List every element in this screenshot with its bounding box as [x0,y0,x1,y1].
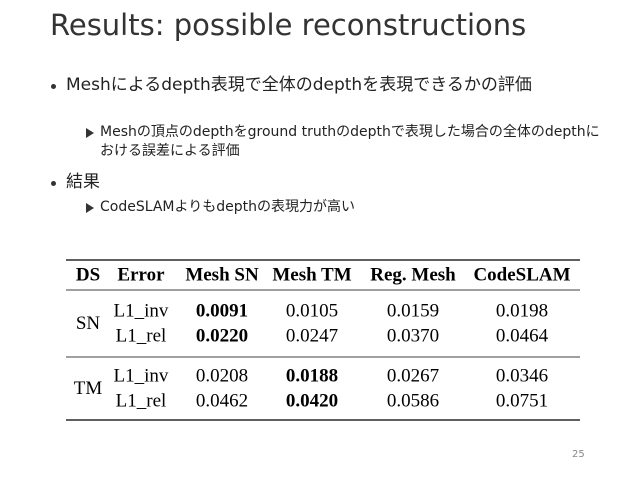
table-cell: 0.0462 [196,390,248,411]
table-cell: 0.0370 [387,325,439,346]
error-label: L1_inv [114,300,169,321]
table-cell: 0.0346 [496,365,548,386]
error-label: L1_rel [116,325,167,346]
table-cell: 0.0091 [196,300,248,321]
bullet-marker [51,84,56,89]
sub-bullet-marker [86,128,94,138]
table-cell: 0.0267 [387,365,439,386]
column-header: Mesh TM [272,264,351,285]
table-cell: 0.0420 [286,390,338,411]
table-cell: 0.0208 [196,365,248,386]
table-cell: 0.0247 [286,325,338,346]
sub-bullet-marker [86,203,94,213]
column-header: DS [76,264,100,285]
table-cell: 0.0586 [387,390,439,411]
table-cell: 0.0159 [387,300,439,321]
row-group-label: TM [74,378,103,399]
slide-title: Results: possible reconstructions [50,8,527,42]
bullet: 結果 [66,172,100,192]
table-cell: 0.0105 [286,300,338,321]
table-cell: 0.0220 [196,325,248,346]
row-group-label: SN [76,313,101,334]
column-header: Mesh SN [185,264,259,285]
error-label: L1_rel [116,390,167,411]
table-cell: 0.0188 [286,365,338,386]
page-number: 25 [572,449,585,460]
error-label: L1_inv [114,365,169,386]
table-cell: 0.0198 [496,300,548,321]
table-cell: 0.0464 [496,325,549,346]
column-header: Error [117,264,165,285]
column-header: CodeSLAM [473,264,570,285]
column-header: Reg. Mesh [370,264,456,285]
sub-bullet: Meshの頂点のdepthをground truthのdepthで表現した場合の… [100,124,600,159]
bullet-marker [51,181,56,186]
bullet: Meshによるdepth表現で全体のdepthを表現できるかの評価 [66,75,532,95]
sub-bullet: CodeSLAMよりもdepthの表現力が高い [100,199,355,215]
table-cell: 0.0751 [496,390,548,411]
